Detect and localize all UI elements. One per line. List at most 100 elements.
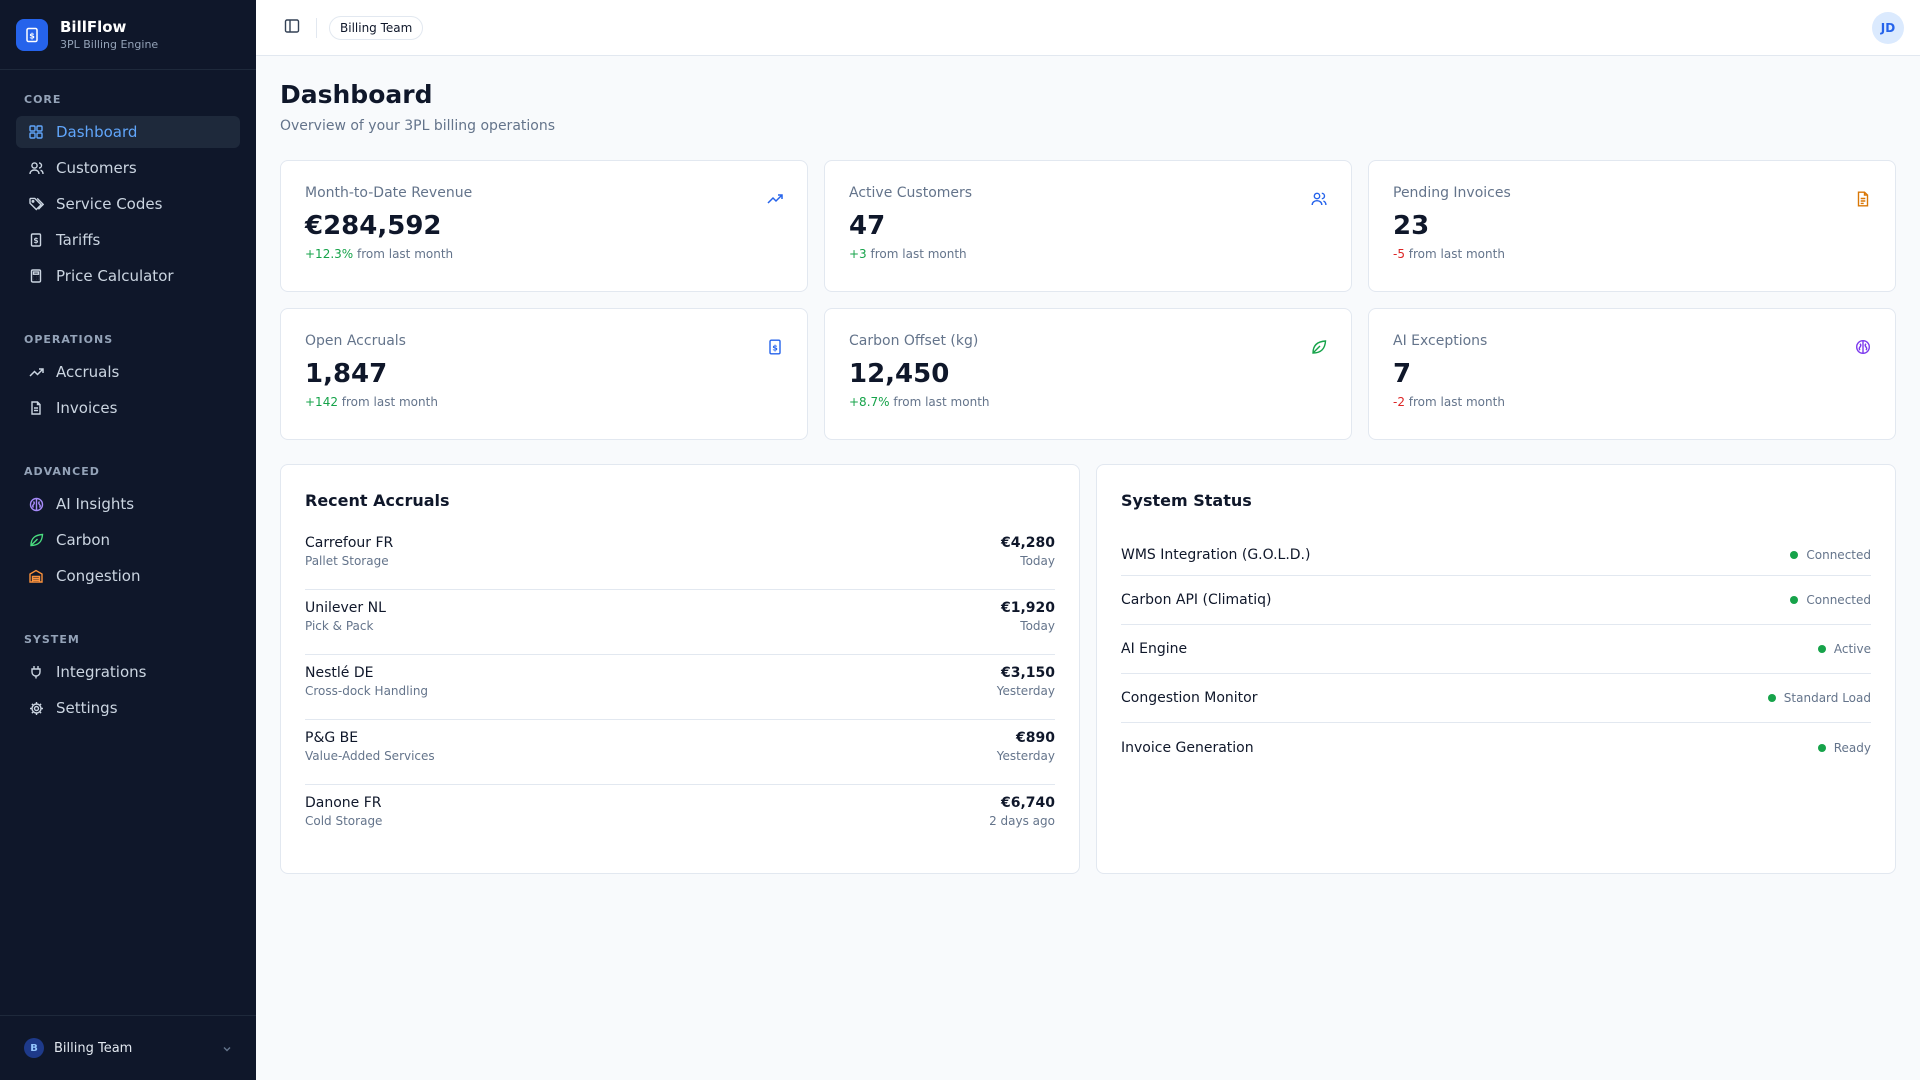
sidebar-item-ai-insights[interactable]: AI Insights bbox=[16, 488, 240, 520]
accrual-date: Today bbox=[1020, 554, 1055, 568]
list-item[interactable]: Unilever NL Pick & Pack €1,920 Today bbox=[305, 590, 1055, 655]
stat-delta: -5 from last month bbox=[1393, 247, 1871, 261]
stat-card-customers: Active Customers 47 +3 from last month bbox=[824, 160, 1352, 292]
sidebar-item-label: Integrations bbox=[56, 663, 147, 681]
accrual-date: Yesterday bbox=[996, 684, 1055, 698]
status-text: Connected bbox=[1806, 548, 1871, 562]
status-name: Invoice Generation bbox=[1121, 739, 1254, 756]
stat-delta: +8.7% from last month bbox=[849, 395, 1327, 409]
sidebar-item-label: Tariffs bbox=[56, 231, 101, 249]
list-item[interactable]: Danone FR Cold Storage €6,740 2 days ago bbox=[305, 785, 1055, 850]
stat-delta: +142 from last month bbox=[305, 395, 783, 409]
delta-value: +3 bbox=[849, 247, 867, 261]
stat-card-carbon-offset: Carbon Offset (kg) 12,450 +8.7% from las… bbox=[824, 308, 1352, 440]
sidebar-item-settings[interactable]: Settings bbox=[16, 692, 240, 724]
status-badge: Connected bbox=[1790, 593, 1871, 607]
stat-label: Open Accruals bbox=[305, 333, 406, 349]
page-subtitle: Overview of your 3PL billing operations bbox=[280, 118, 556, 134]
stat-value: 47 bbox=[849, 211, 886, 241]
tags-icon bbox=[28, 196, 44, 212]
sidebar-item-label: Service Codes bbox=[56, 195, 163, 213]
sidebar-item-label: Customers bbox=[56, 159, 137, 177]
page-title: Dashboard bbox=[280, 80, 433, 109]
accrual-service: Value-Added Services bbox=[305, 749, 435, 763]
stat-value: 12,450 bbox=[849, 359, 950, 389]
brain-icon bbox=[1855, 339, 1871, 355]
accrual-service: Cross-dock Handling bbox=[305, 684, 429, 698]
calculator-icon bbox=[28, 268, 44, 284]
list-item[interactable]: Nestlé DE Cross-dock Handling €3,150 Yeste… bbox=[305, 655, 1055, 720]
stat-value: 7 bbox=[1393, 359, 1412, 389]
status-text: Standard Load bbox=[1783, 691, 1871, 705]
sidebar-item-accruals[interactable]: Accruals bbox=[16, 356, 240, 388]
brand[interactable]: $ BillFlow 3PL Billing Engine bbox=[0, 0, 256, 70]
status-badge: Active bbox=[1817, 642, 1871, 656]
trending-up-icon bbox=[767, 191, 783, 207]
sidebar-item-service-codes[interactable]: Service Codes bbox=[16, 188, 240, 220]
status-badge: Ready bbox=[1817, 741, 1871, 755]
brand-subtitle: 3PL Billing Engine bbox=[60, 38, 159, 51]
delta-suffix: from last month bbox=[1404, 395, 1505, 409]
nav-heading: OPERATIONS bbox=[24, 333, 114, 346]
delta-value: -2 bbox=[1393, 395, 1405, 409]
stat-value: 23 bbox=[1393, 211, 1430, 241]
status-list: WMS Integration (G.O.L.D.) Connected Car… bbox=[1121, 535, 1871, 772]
stat-card-open-accruals: Open Accruals 1,847 +142 from last month… bbox=[280, 308, 808, 440]
accrual-date: Yesterday bbox=[996, 749, 1055, 763]
sidebar-item-dashboard[interactable]: Dashboard bbox=[16, 116, 240, 148]
sidebar-item-carbon[interactable]: Carbon bbox=[16, 524, 240, 556]
svg-text:$: $ bbox=[33, 236, 38, 245]
accrual-amount: €3,150 bbox=[1000, 665, 1055, 681]
sidebar-item-label: Accruals bbox=[56, 363, 120, 381]
users-icon bbox=[1311, 191, 1327, 207]
leaf-icon bbox=[1311, 339, 1327, 355]
leaf-icon bbox=[28, 532, 44, 548]
sidebar-toggle-icon bbox=[284, 18, 300, 38]
status-name: Congestion Monitor bbox=[1121, 690, 1258, 706]
accrual-customer: Danone FR bbox=[305, 795, 382, 811]
nav-heading: ADVANCED bbox=[24, 465, 100, 478]
accrual-date: 2 days ago bbox=[989, 814, 1055, 828]
list-item[interactable]: P&G BE Value-Added Services €890 Yesterday bbox=[305, 720, 1055, 785]
plug-icon bbox=[28, 664, 44, 680]
sidebar-item-customers[interactable]: Customers bbox=[16, 152, 240, 184]
dashboard-grid-icon bbox=[28, 124, 44, 140]
status-row: Carbon API (Climatiq) Connected bbox=[1121, 576, 1871, 625]
sidebar-item-label: Price Calculator bbox=[56, 267, 174, 285]
accrual-amount: €6,740 bbox=[1000, 795, 1055, 811]
brand-name: BillFlow bbox=[60, 18, 127, 36]
trending-up-icon bbox=[28, 364, 44, 380]
status-row: WMS Integration (G.O.L.D.) Connected bbox=[1121, 535, 1871, 576]
sidebar-item-invoices[interactable]: Invoices bbox=[16, 392, 240, 424]
status-dot-icon bbox=[1790, 551, 1799, 559]
stat-value: 1,847 bbox=[305, 359, 388, 389]
status-text: Connected bbox=[1806, 593, 1871, 607]
sidebar-toggle-button[interactable] bbox=[280, 16, 304, 40]
accrual-amount: €890 bbox=[1016, 730, 1055, 746]
warehouse-icon bbox=[28, 568, 44, 584]
sidebar-item-label: Congestion bbox=[56, 567, 141, 585]
sidebar-item-integrations[interactable]: Integrations bbox=[16, 656, 240, 688]
accrual-service: Pallet Storage bbox=[305, 554, 389, 568]
svg-text:$: $ bbox=[772, 343, 778, 352]
topbar: Billing Team JD bbox=[256, 0, 1920, 56]
delta-value: +142 bbox=[305, 395, 338, 409]
users-icon bbox=[28, 160, 44, 176]
status-row: AI Engine Active bbox=[1121, 625, 1871, 674]
stat-value: €284,592 bbox=[305, 211, 442, 241]
sidebar-item-label: Settings bbox=[56, 699, 118, 717]
chevron-down-icon bbox=[222, 1039, 232, 1058]
sidebar-item-tariffs[interactable]: $ Tariffs bbox=[16, 224, 240, 256]
list-item[interactable]: Carrefour FR Pallet Storage €4,280 Today bbox=[305, 533, 1055, 590]
accrual-customer: Unilever NL bbox=[305, 600, 386, 616]
panel-title: Recent Accruals bbox=[305, 491, 450, 510]
svg-text:$: $ bbox=[29, 31, 35, 40]
team-chip[interactable]: Billing Team bbox=[329, 15, 424, 40]
accrual-amount: €4,280 bbox=[1000, 535, 1055, 551]
sidebar-item-congestion[interactable]: Congestion bbox=[16, 560, 240, 592]
sidebar-item-price-calculator[interactable]: Price Calculator bbox=[16, 260, 240, 292]
gear-icon bbox=[28, 700, 44, 716]
user-avatar[interactable]: JD bbox=[1872, 12, 1904, 44]
accrual-list: Carrefour FR Pallet Storage €4,280 Today U… bbox=[305, 533, 1055, 850]
team-switcher[interactable]: B Billing Team bbox=[0, 1015, 256, 1080]
